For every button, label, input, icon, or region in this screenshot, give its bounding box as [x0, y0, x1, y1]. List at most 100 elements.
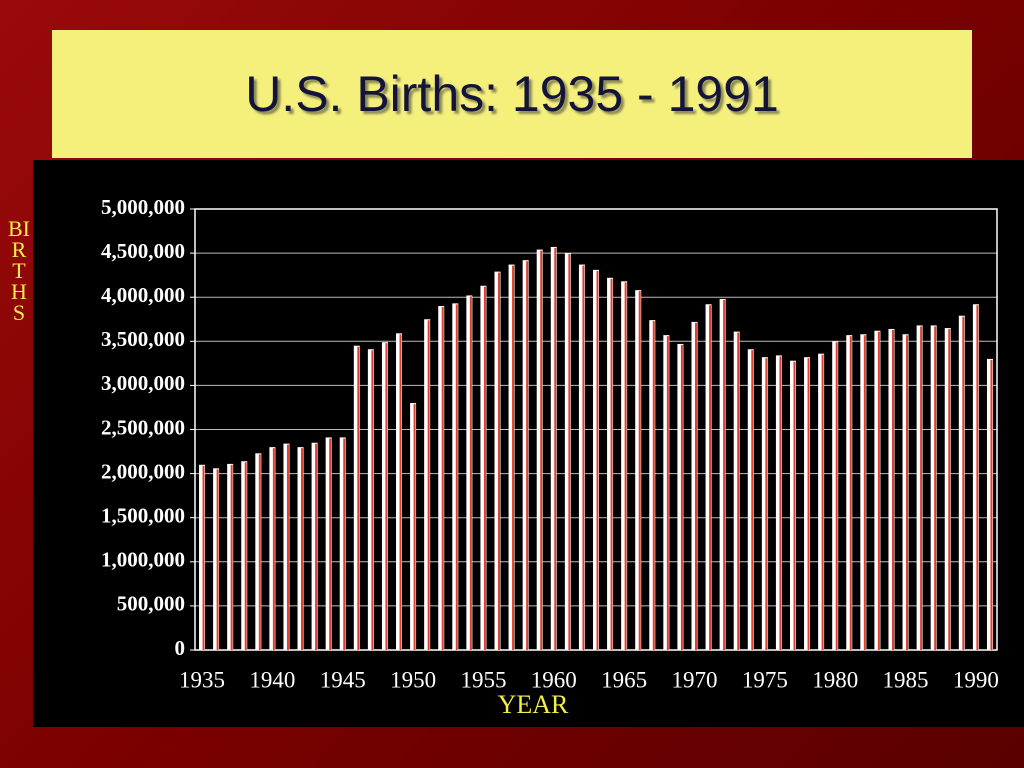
x-tick-label: 1955 — [460, 667, 506, 692]
bar — [283, 443, 290, 650]
bar-stripe — [765, 358, 768, 650]
bar — [832, 341, 839, 650]
bar — [227, 463, 234, 650]
bar-stripe — [962, 316, 965, 650]
bar-stripe — [554, 247, 557, 650]
bar — [804, 357, 811, 650]
bar — [691, 321, 698, 650]
bar-stripe — [751, 350, 754, 650]
bar-stripe — [849, 336, 852, 650]
x-tick-label: 1945 — [320, 667, 366, 692]
bar-stripe — [540, 250, 543, 650]
x-tick-label: 1940 — [249, 667, 295, 692]
bar-stripe — [863, 335, 866, 650]
bar — [930, 325, 937, 650]
bar-stripe — [455, 304, 458, 650]
bar-stripe — [638, 291, 641, 650]
y-tick-label: 1,500,000 — [101, 504, 185, 528]
y-axis-label: BIRTHS — [8, 216, 30, 325]
bar-stripe — [483, 286, 486, 650]
x-tick-label: 1965 — [601, 667, 647, 692]
bar — [367, 349, 374, 650]
bar-stripe — [666, 336, 669, 650]
bar — [508, 264, 515, 650]
bar-stripe — [512, 265, 515, 650]
bar — [888, 328, 895, 650]
bar-stripe — [385, 343, 388, 650]
bar-stripe — [610, 278, 613, 650]
bar-stripe — [399, 334, 402, 650]
bar — [339, 437, 346, 650]
title-box: U.S. Births: 1935 - 1991 — [52, 30, 972, 158]
bar-stripe — [427, 320, 430, 650]
y-tick-label: 1,000,000 — [101, 548, 185, 572]
bar — [213, 468, 220, 650]
y-tick-label: 3,500,000 — [101, 327, 185, 351]
bar — [775, 355, 782, 650]
bar — [916, 325, 923, 650]
bar — [255, 453, 262, 650]
bar — [424, 319, 431, 650]
bar-stripe — [990, 359, 993, 650]
bar-stripe — [891, 329, 894, 650]
bar — [663, 335, 670, 650]
bar-stripe — [737, 332, 740, 650]
bar-stripe — [680, 344, 683, 650]
y-tick-label: 2,500,000 — [101, 415, 185, 439]
bar — [986, 358, 993, 650]
chart-title: U.S. Births: 1935 - 1991 — [245, 66, 779, 122]
bar-stripe — [526, 261, 529, 650]
bar-stripe — [779, 356, 782, 650]
bar-stripe — [976, 305, 979, 650]
bar-stripe — [258, 454, 261, 650]
bar-stripe — [441, 307, 444, 650]
bar-stripe — [413, 404, 416, 650]
bar — [747, 349, 754, 650]
bar-stripe — [315, 443, 318, 650]
bar — [635, 290, 642, 650]
bar-stripe — [709, 305, 712, 650]
x-tick-label: 1970 — [671, 667, 717, 692]
plot-border — [194, 208, 998, 651]
bar — [410, 403, 417, 650]
bar-stripe — [934, 326, 937, 650]
y-tick-label: 5,000,000 — [101, 195, 185, 219]
bar — [241, 461, 248, 650]
bar — [789, 360, 796, 650]
bar — [381, 342, 388, 650]
bar — [902, 334, 909, 650]
bar-stripe — [343, 438, 346, 650]
bar — [818, 353, 825, 650]
x-tick-label: 1975 — [742, 667, 788, 692]
bar-stripe — [652, 321, 655, 650]
bar — [550, 246, 557, 650]
bar — [761, 357, 768, 650]
y-tick-label: 0 — [175, 636, 186, 660]
bar-stripe — [286, 444, 289, 650]
bar-stripe — [596, 270, 599, 650]
bar-stripe — [877, 331, 880, 650]
bar-stripe — [793, 361, 796, 650]
bar — [396, 333, 403, 650]
bar — [269, 447, 276, 650]
x-axis-label: YEAR — [498, 690, 569, 719]
bar — [958, 315, 965, 650]
y-tick-label: 500,000 — [117, 592, 185, 616]
bar-stripe — [948, 329, 951, 650]
bar — [452, 303, 459, 650]
bar-stripe — [835, 342, 838, 650]
chart-background — [33, 160, 1024, 727]
bar — [944, 328, 951, 650]
x-tick-label: 1990 — [953, 667, 999, 692]
bar — [297, 447, 304, 650]
x-tick-label: 1980 — [812, 667, 858, 692]
bar — [522, 260, 529, 650]
bar — [860, 334, 867, 650]
bar — [874, 330, 881, 650]
bar-stripe — [371, 350, 374, 650]
y-tick-label: 2,000,000 — [101, 459, 185, 483]
bar — [621, 281, 628, 650]
bar-stripe — [821, 354, 824, 650]
bar — [972, 304, 979, 650]
bar — [564, 253, 571, 650]
